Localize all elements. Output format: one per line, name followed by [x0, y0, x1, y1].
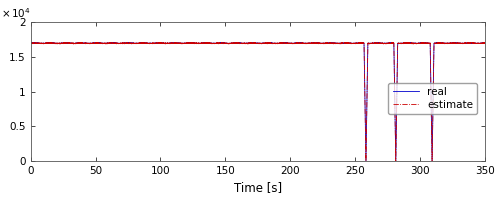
X-axis label: Time [s]: Time [s]: [234, 181, 281, 194]
real: [52, 42, 58, 44]
Text: $\times\,10^4$: $\times\,10^4$: [1, 6, 31, 20]
Legend: real, estimate: real, estimate: [388, 83, 477, 114]
Line: real: real: [30, 43, 484, 161]
real: [146, 42, 152, 44]
real: [482, 42, 488, 44]
estimate: [208, 42, 214, 45]
estimate: [199, 42, 205, 44]
Line: estimate: estimate: [30, 42, 484, 161]
real: [248, 42, 254, 44]
estimate: [28, 42, 34, 44]
real: [335, 42, 341, 45]
real: [363, 160, 369, 162]
estimate: [482, 42, 488, 44]
estimate: [52, 42, 58, 44]
estimate: [363, 160, 369, 162]
real: [208, 42, 214, 44]
real: [436, 41, 442, 44]
estimate: [204, 41, 210, 43]
real: [28, 42, 34, 44]
estimate: [146, 42, 152, 45]
real: [199, 42, 205, 44]
estimate: [335, 42, 341, 44]
estimate: [248, 42, 254, 44]
